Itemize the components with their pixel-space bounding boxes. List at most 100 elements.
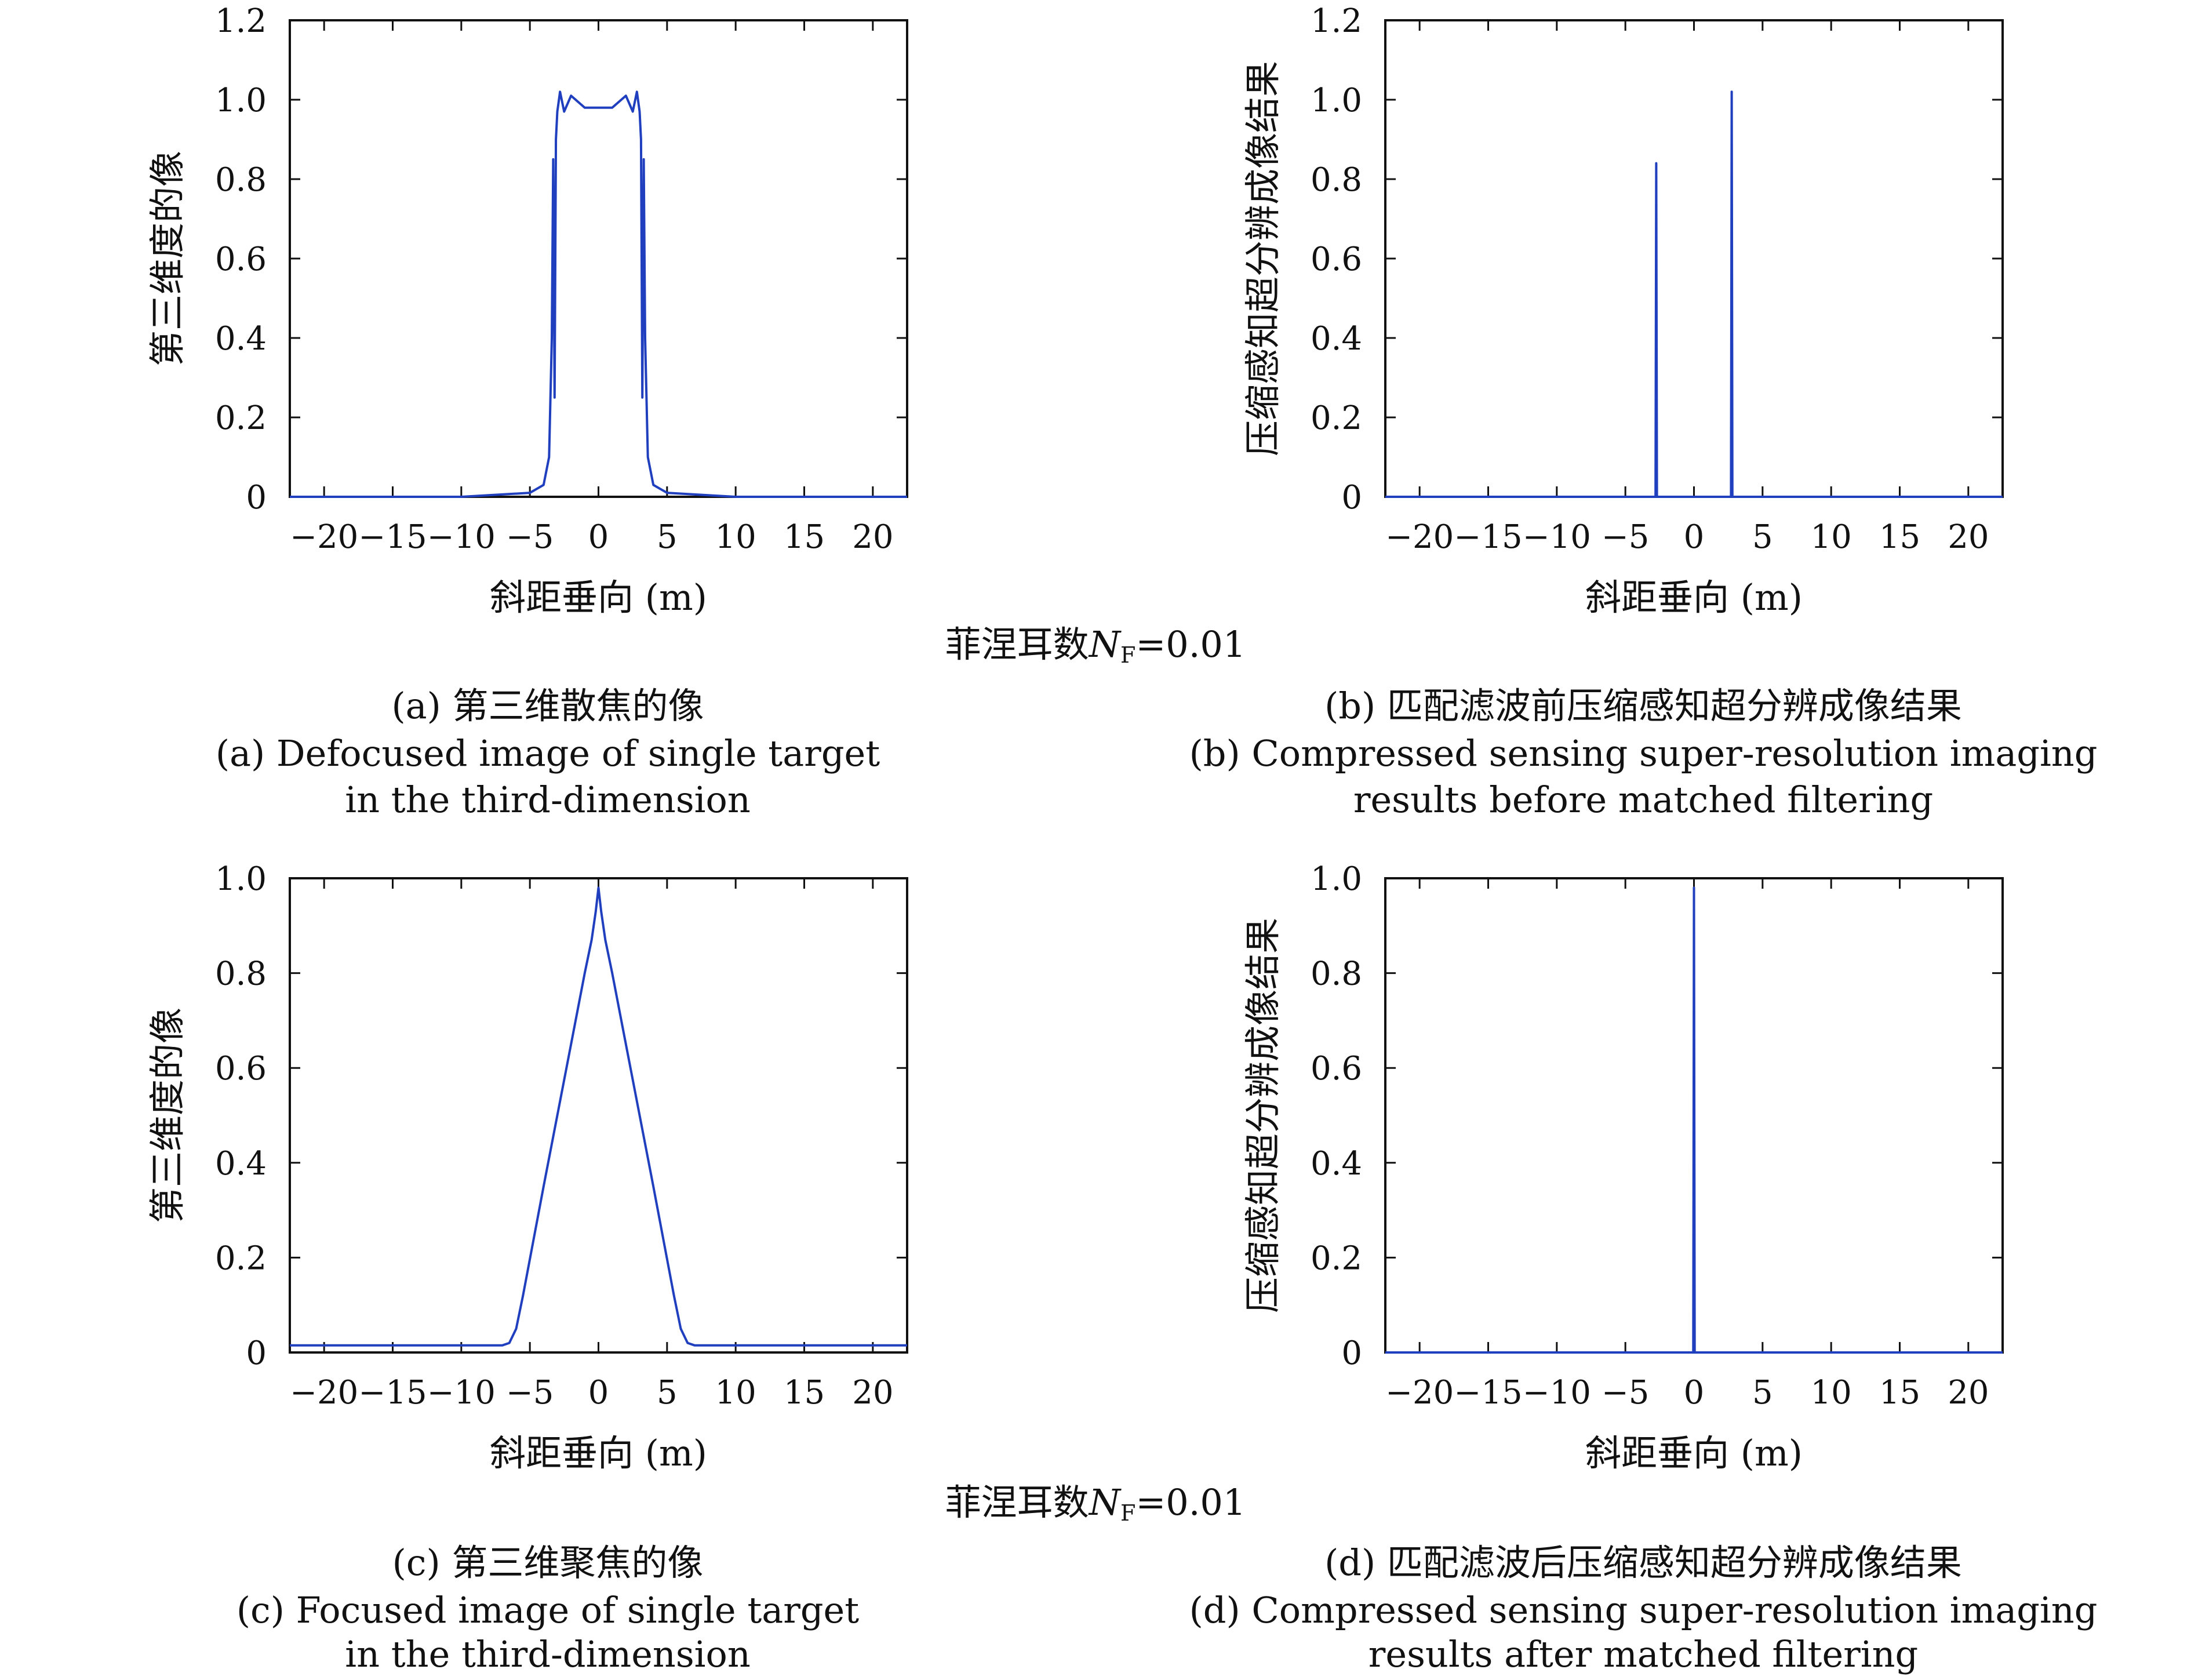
- x-tick-label: 10: [715, 1374, 756, 1412]
- y-tick-label: 1.0: [1311, 860, 1362, 898]
- x-tick-label: 20: [852, 1374, 893, 1412]
- series-line: [290, 886, 907, 1347]
- fresnel-subscript: F: [1120, 1500, 1136, 1526]
- fresnel-number-label-top: 菲涅耳数NF=0.01: [0, 621, 2191, 678]
- fresnel-value: =0.01: [1135, 623, 1246, 666]
- x-tick-label: 0: [1684, 1374, 1705, 1412]
- x-tick-label: −20: [1385, 1374, 1454, 1412]
- caption-d-en1: (d) Compressed sensing super-resolution …: [1189, 1589, 2098, 1631]
- x-tick-label: −15: [358, 1374, 427, 1412]
- x-tick-label: 20: [1948, 518, 1989, 556]
- x-tick-label: −10: [1523, 1374, 1591, 1412]
- chart-b: −20 −15 −10 −5 0 5 10 15 20 0 0.2 0.4 0.6 0.8 1.0 1.2 斜距…: [1242, 2, 2004, 619]
- y-tick-label: 1.2: [1311, 2, 1362, 40]
- x-tick-label: 5: [657, 1374, 678, 1412]
- x-tick-label: −20: [290, 1374, 358, 1412]
- series-line: [1385, 90, 2003, 498]
- y-axis-label: 第三维度的像: [146, 151, 188, 366]
- plot-frame: [289, 19, 908, 498]
- x-tick-label: 10: [715, 518, 756, 556]
- x-tick-label: −10: [427, 518, 496, 556]
- caption-a-zh: (a) 第三维散焦的像: [391, 685, 704, 727]
- y-tick-label: 1.2: [215, 2, 267, 40]
- fresnel-number-label-bottom: 菲涅耳数NF=0.01: [0, 1479, 2191, 1536]
- y-tick-label: 0: [246, 1334, 267, 1372]
- caption-d-en2: results after matched filtering: [1368, 1633, 1919, 1675]
- y-tick-label: 0.4: [1311, 1145, 1362, 1183]
- chart-d: −20 −15 −10 −5 0 5 10 15 20 0 0.2 0.4 0.6 0.8 1.0 斜距垂向 …: [1242, 860, 2004, 1474]
- fresnel-prefix: 菲涅耳数: [945, 623, 1089, 666]
- series-line: [290, 90, 907, 498]
- x-tick-label: −10: [1523, 518, 1591, 556]
- y-tick-label: 0.6: [215, 1050, 267, 1088]
- y-tick-label: 0: [246, 479, 267, 517]
- x-tick-label: 15: [784, 1374, 825, 1412]
- y-tick-label: 1.0: [215, 82, 267, 119]
- x-tick-label: 10: [1811, 1374, 1852, 1412]
- x-tick-label: 5: [1752, 1374, 1773, 1412]
- y-tick-label: 0.2: [215, 1239, 267, 1277]
- y-tick-label: 0.8: [1311, 955, 1362, 993]
- x-tick-label: 15: [784, 518, 825, 556]
- y-axis-label: 第三维度的像: [146, 1008, 188, 1223]
- y-tick-label: 1.0: [215, 860, 267, 898]
- caption-d-zh: (d) 匹配滤波后压缩感知超分辨成像结果: [1324, 1541, 1962, 1584]
- caption-c-en2: in the third-dimension: [345, 1633, 751, 1675]
- x-axis-label: 斜距垂向 (m): [490, 576, 707, 619]
- x-tick-label: 15: [1879, 518, 1920, 556]
- y-tick-label: 0: [1341, 479, 1362, 517]
- x-tick-label: 10: [1811, 518, 1852, 556]
- fresnel-symbol: N: [1089, 623, 1120, 666]
- plot-frame: [1384, 19, 2004, 498]
- x-axis-label: 斜距垂向 (m): [490, 1432, 707, 1474]
- x-tick-label: 20: [852, 518, 893, 556]
- series-line: [1385, 886, 2003, 1354]
- x-tick-label: −15: [1454, 518, 1522, 556]
- x-tick-label: −5: [1602, 518, 1650, 556]
- caption-c-en1: (c) Focused image of single target: [236, 1589, 860, 1631]
- x-tick-label: 0: [588, 518, 609, 556]
- x-tick-label: −20: [290, 518, 358, 556]
- y-tick-label: 0.6: [1311, 1050, 1362, 1088]
- x-tick-label: 0: [1684, 518, 1705, 556]
- y-tick-label: 0.8: [215, 955, 267, 993]
- caption-c-zh: (c) 第三维聚焦的像: [392, 1541, 704, 1584]
- chart-a: −20 −15 −10 −5 0 5 10 15 20 0 0.2 0.4 0.6 0.8 1.0 1.2 斜距…: [146, 2, 908, 619]
- x-tick-label: 0: [588, 1374, 609, 1412]
- x-tick-label: −15: [1454, 1374, 1522, 1412]
- y-tick-label: 0.8: [215, 161, 267, 199]
- caption-b-en1: (b) Compressed sensing super-resolution …: [1189, 732, 2098, 774]
- x-tick-label: 20: [1948, 1374, 1989, 1412]
- x-tick-label: 15: [1879, 1374, 1920, 1412]
- y-tick-label: 0.2: [1311, 1239, 1362, 1277]
- y-tick-label: 0.2: [215, 399, 267, 437]
- y-axis-label: 压缩感知超分辨成像结果: [1242, 61, 1284, 456]
- x-tick-label: −5: [1602, 1374, 1650, 1412]
- caption-b-zh: (b) 匹配滤波前压缩感知超分辨成像结果: [1324, 685, 1962, 727]
- chart-c: −20 −15 −10 −5 0 5 10 15 20 0 0.2 0.4 0.6 0.8 1.0 斜距垂向 …: [146, 860, 908, 1474]
- y-tick-label: 0.6: [215, 241, 267, 278]
- y-tick-label: 0: [1341, 1334, 1362, 1372]
- y-tick-label: 1.0: [1311, 82, 1362, 119]
- y-tick-label: 0.4: [215, 1145, 267, 1183]
- plot-frame: [289, 877, 908, 1354]
- x-tick-label: −15: [358, 518, 427, 556]
- y-tick-label: 0.8: [1311, 161, 1362, 199]
- y-tick-label: 0.4: [1311, 320, 1362, 358]
- x-axis-label: 斜距垂向 (m): [1585, 576, 1803, 619]
- x-tick-label: 5: [1752, 518, 1773, 556]
- x-tick-label: −20: [1385, 518, 1454, 556]
- x-tick-label: −5: [506, 1374, 554, 1412]
- y-axis-label: 压缩感知超分辨成像结果: [1242, 918, 1284, 1313]
- y-tick-label: 0.2: [1311, 399, 1362, 437]
- caption-b-en2: results before matched filtering: [1353, 779, 1934, 821]
- fresnel-prefix: 菲涅耳数: [945, 1481, 1089, 1523]
- y-tick-label: 0.4: [215, 320, 267, 358]
- x-tick-label: 5: [657, 518, 678, 556]
- caption-a-en2: in the third-dimension: [345, 779, 751, 821]
- fresnel-subscript: F: [1120, 642, 1136, 668]
- caption-a-en1: (a) Defocused image of single target: [215, 732, 880, 774]
- x-tick-label: −10: [427, 1374, 496, 1412]
- fresnel-symbol: N: [1089, 1481, 1120, 1523]
- x-axis-label: 斜距垂向 (m): [1585, 1432, 1803, 1474]
